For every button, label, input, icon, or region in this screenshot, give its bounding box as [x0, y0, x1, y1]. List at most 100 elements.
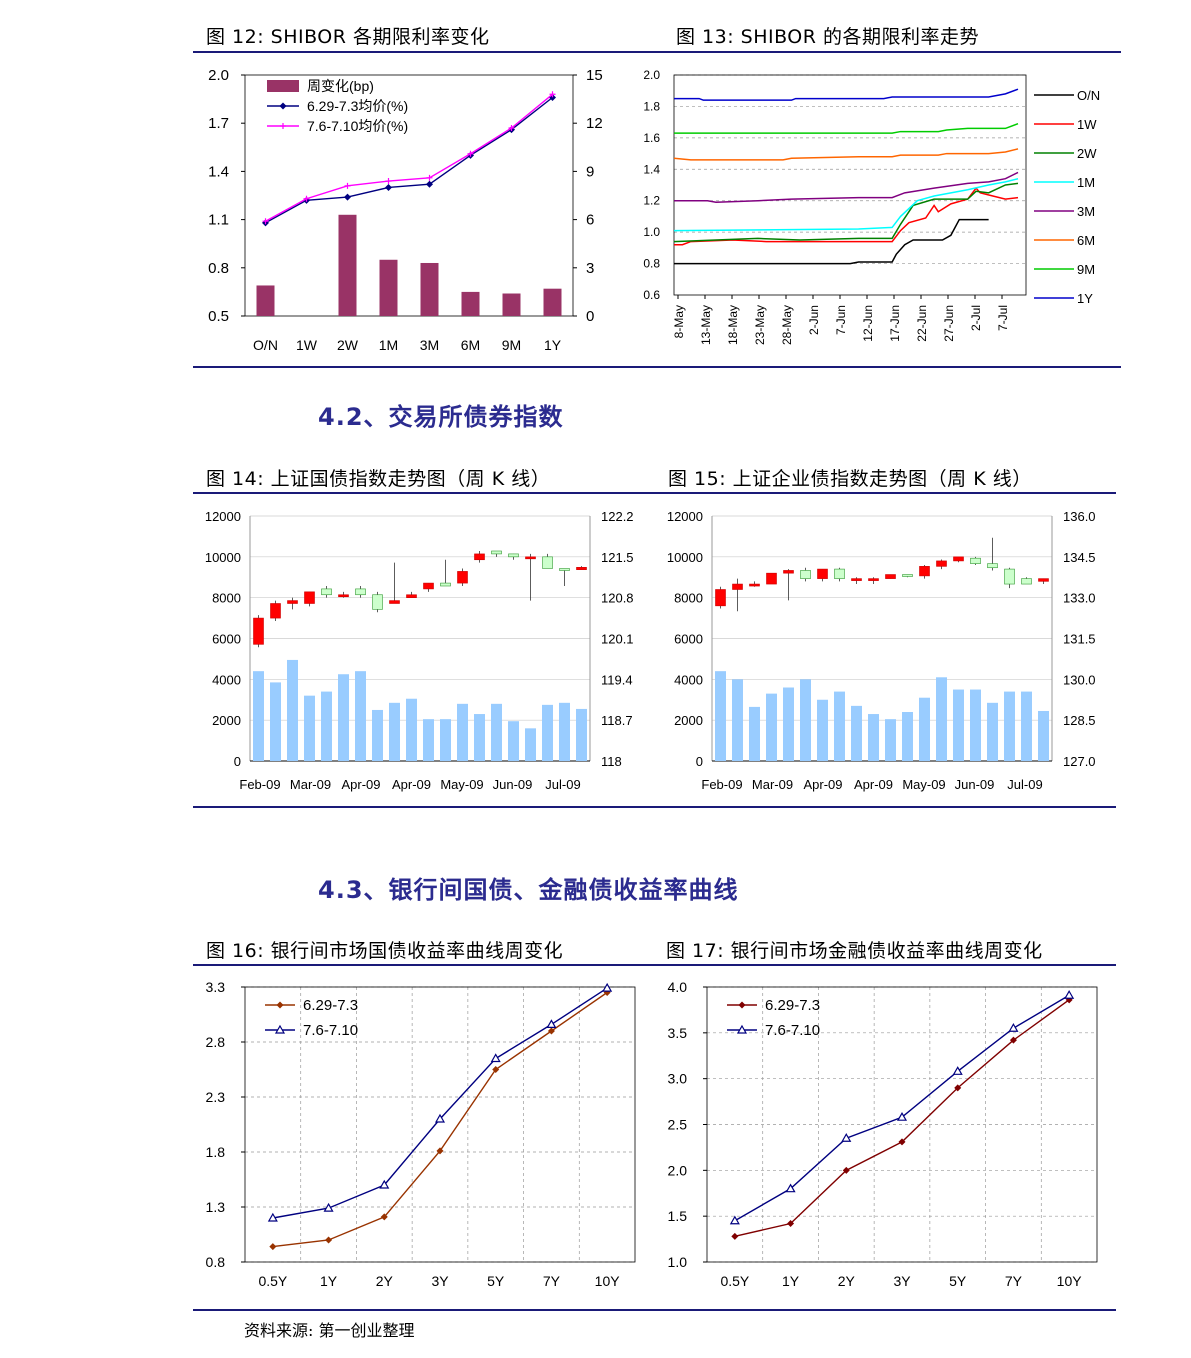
x-tick-label: Apr-09 — [803, 777, 842, 792]
candle-body — [304, 591, 315, 604]
y-tick-label: 1.4 — [643, 162, 660, 176]
series-line — [265, 96, 553, 224]
legend-label: 1Y — [1077, 291, 1093, 306]
volume-bar — [542, 704, 553, 761]
x-tick-label: 9M — [502, 337, 521, 353]
treasury-yield-curve-chart: 0.8 1.3 1.8 2.3 2.8 3.3 0.5Y 1Y 2Y 3Y 5Y 7Y 10Y 6.29-… — [206, 979, 636, 1289]
volume-bar — [902, 712, 913, 761]
candle-body — [783, 570, 794, 574]
volume-bar — [559, 702, 570, 761]
x-tick-label: Jun-09 — [493, 777, 533, 792]
data-point — [602, 982, 613, 992]
data-point — [426, 180, 433, 188]
volume-bar — [987, 702, 998, 761]
x-tick-label: 6M — [461, 337, 480, 353]
y-tick-label: 3.5 — [668, 1025, 688, 1041]
y-left-tick-label: 10000 — [667, 550, 703, 565]
candle-body — [953, 556, 964, 562]
candle-body — [970, 557, 981, 564]
y-right-tick-label: 0 — [586, 308, 594, 325]
candle-body — [508, 553, 519, 558]
x-tick-label: Jun-09 — [955, 777, 995, 792]
y-left-tick-label: 2000 — [674, 713, 703, 728]
x-tick-label: 23-May — [753, 305, 767, 345]
x-tick-label: 5Y — [949, 1273, 967, 1289]
legend-label: 6.29-7.3均价(%) — [307, 98, 408, 114]
x-tick-label: 27-Jun — [942, 305, 956, 342]
candle-body — [423, 582, 434, 590]
x-tick-label: 2Y — [838, 1273, 856, 1289]
candle-body — [885, 574, 896, 579]
data-point — [434, 1113, 446, 1123]
data-point — [896, 1111, 908, 1121]
y-right-tick-label: 9 — [586, 163, 594, 180]
volume-bar — [440, 719, 451, 761]
y-right-tick-label: 119.4 — [601, 672, 633, 687]
y-right-tick-label: 15 — [586, 67, 603, 84]
candle-body — [389, 600, 400, 604]
x-tick-label: 10Y — [1057, 1273, 1083, 1289]
candle-body — [457, 571, 468, 584]
x-tick-label: 1W — [296, 337, 318, 353]
data-point — [426, 174, 433, 181]
volume-bar — [406, 698, 417, 761]
x-tick-label: 12-Jun — [861, 305, 875, 342]
data-point — [1008, 1023, 1019, 1032]
data-point — [385, 178, 392, 185]
corporate-index-chart: 0 2000 4000 6000 8000 10000 12000 127.0 128.5 130… — [667, 509, 1096, 792]
figure-15-title: 图 15: 上证企业债指数走势图（周 K 线） — [668, 468, 1032, 490]
series-line — [674, 186, 1019, 246]
x-tick-label: Feb-09 — [239, 777, 280, 792]
x-tick-label: 2-Jun — [807, 305, 821, 335]
volume-bar — [508, 721, 519, 761]
candle-body — [800, 570, 811, 579]
candle-body — [440, 582, 451, 587]
volume-bar — [457, 703, 468, 761]
y-right-tick-label: 134.5 — [1063, 550, 1096, 565]
y-right-tick-label: 118.7 — [601, 713, 633, 728]
data-point — [842, 1166, 850, 1174]
y-right-tick-label: 136.0 — [1063, 509, 1096, 524]
plot-area — [244, 986, 636, 1263]
series-line — [674, 171, 1019, 204]
data-point — [508, 125, 515, 132]
section-heading-4-3: 4.3、银行间国债、金融债收益率曲线 — [318, 876, 739, 904]
shibor-trend-chart: 0.6 0.8 1.0 1.2 1.4 1.6 1.8 2.0 8-May 13-May 18-Ma… — [643, 68, 1100, 345]
candle-body — [270, 603, 281, 619]
candle-body — [732, 583, 743, 590]
y-left-tick-label: 12000 — [667, 509, 703, 524]
legend-label: 6.29-7.3 — [765, 997, 820, 1014]
data-point — [436, 1147, 444, 1155]
y-tick-label: 1.8 — [206, 1144, 226, 1160]
volume-bar — [766, 693, 777, 761]
candle-body — [559, 568, 570, 571]
y-left-tick-label: 4000 — [212, 672, 241, 687]
data-point — [379, 1179, 390, 1189]
x-tick-label: Jul-09 — [1007, 777, 1042, 792]
plot-area — [244, 74, 574, 317]
data-point — [467, 150, 474, 157]
candle-body — [817, 568, 828, 579]
data-point — [1064, 990, 1075, 999]
y-tick-label: 1.8 — [643, 99, 660, 113]
volume-bar — [474, 714, 485, 761]
candle-body — [851, 578, 862, 581]
bottom-rule — [193, 806, 1116, 808]
y-right-tick-label: 131.5 — [1063, 632, 1096, 647]
legend-label: 1M — [1077, 175, 1095, 190]
candle-body — [576, 567, 587, 570]
volume-bar — [732, 679, 743, 761]
figure-12-title: 图 12: SHIBOR 各期限利率变化 — [206, 26, 490, 48]
volume-bar — [936, 677, 947, 761]
x-tick-label: 2-Jul — [969, 305, 983, 331]
y-right-tick-label: 122.2 — [601, 509, 634, 524]
x-tick-label: 17-Jun — [888, 305, 902, 342]
x-tick-label: Apr-09 — [392, 777, 431, 792]
legend-label: 7.6-7.10均价(%) — [307, 118, 408, 134]
volume-bar — [1021, 691, 1032, 761]
volume-bar — [800, 679, 811, 761]
shibor-change-chart: 0.5 0.8 1.1 1.4 1.7 2.0 0 3 6 9 12 15 O/N 1W 2W 1M 3M 6M 9… — [208, 67, 603, 353]
data-point — [841, 1133, 852, 1142]
candle-body — [834, 568, 845, 579]
volume-bar — [1004, 691, 1015, 761]
